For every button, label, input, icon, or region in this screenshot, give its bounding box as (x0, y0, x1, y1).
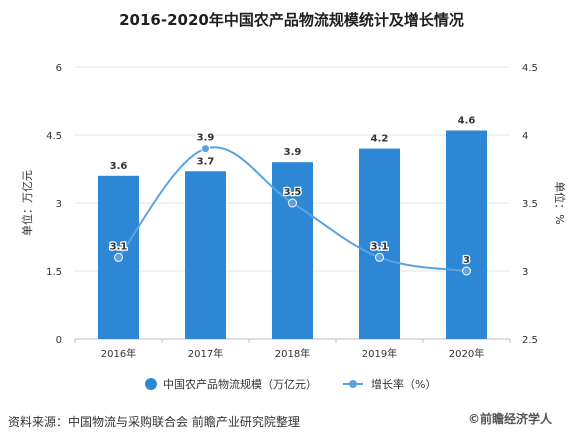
legend-bar-swatch (145, 378, 157, 390)
y-right-tick-label: 4 (522, 131, 528, 142)
x-tick-label: 2017年 (188, 347, 223, 360)
y-right-tick-label: 3.5 (522, 199, 538, 210)
line-data-label: 3.1 (371, 241, 389, 252)
y-left-tick-label: 1.5 (46, 267, 62, 278)
legend-line-marker (349, 380, 357, 388)
x-tick-label: 2016年 (101, 347, 136, 360)
bar (185, 171, 226, 339)
brand-logo: ©前瞻经济学人 (468, 412, 553, 426)
bar (359, 148, 400, 339)
y-left-tick-label: 4.5 (46, 131, 62, 142)
chart-title: 2016-2020年中国农产品物流规模统计及增长情况 (119, 11, 464, 29)
bar-data-label: 3.9 (284, 147, 302, 158)
line-data-label: 3.5 (284, 187, 302, 198)
legend-line-label: 增长率（%） (371, 377, 436, 391)
y-left-tick-label: 6 (56, 63, 62, 74)
line-point (462, 266, 471, 276)
line-data-label: 3.9 (197, 133, 215, 144)
source-note: 资料来源：中国物流与采购联合会 前瞻产业研究院整理 (8, 415, 300, 429)
legend-bar-label: 中国农产品物流规模（万亿元） (163, 377, 317, 391)
line-data-label: 3 (463, 255, 470, 266)
y-left-axis-title: 单位：万亿元 (20, 170, 34, 236)
x-tick-label: 2020年 (449, 347, 484, 360)
line-point (201, 144, 210, 154)
y-right-tick-label: 3 (522, 267, 528, 278)
bar-data-label: 4.2 (371, 134, 389, 145)
y-left-tick-label: 0 (56, 335, 62, 346)
line-point (288, 198, 297, 208)
bar-data-label: 3.7 (197, 156, 215, 167)
x-tick-label: 2018年 (275, 347, 310, 360)
y-right-tick-label: 4.5 (522, 63, 538, 74)
y-right-axis-title: 单位：% (553, 181, 567, 224)
bar-data-label: 3.6 (110, 161, 128, 172)
growth-rate-line (117, 146, 467, 272)
line-data-label: 3.1 (110, 241, 128, 252)
line-point (375, 252, 384, 262)
bar (446, 130, 487, 339)
y-right-tick-label: 2.5 (522, 335, 538, 346)
bar-data-label: 4.6 (458, 115, 476, 126)
y-left-tick-label: 3 (56, 199, 62, 210)
x-tick-label: 2019年 (362, 347, 397, 360)
line-point (114, 252, 123, 262)
